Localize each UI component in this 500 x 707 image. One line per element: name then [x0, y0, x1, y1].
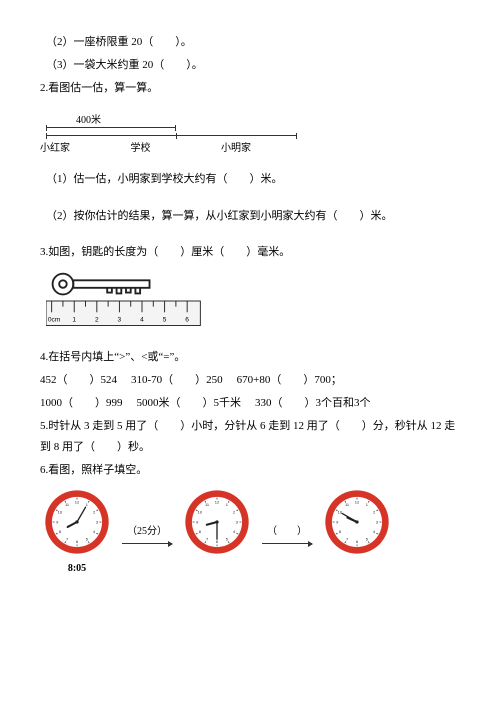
q4-heading: 4.在括号内填上“>”、<或“=”。 — [40, 347, 460, 368]
svg-text:2: 2 — [95, 317, 99, 324]
distance-baseline — [46, 135, 296, 136]
q2-sub1: （1）估一估，小明家到学校大约有（ ）米。 — [40, 169, 460, 190]
svg-text:4: 4 — [140, 317, 144, 324]
svg-text:0cm: 0cm — [48, 317, 61, 324]
svg-text:5: 5 — [163, 317, 167, 324]
q2-item3: （3）一袋大米约重 20（ ）。 — [40, 55, 460, 76]
q4-row2: 1000（ ）999 5000米（ ）5千米 330（ ）3个百和3个 — [40, 393, 460, 414]
q2-item2: （2）一座桥限重 20（ ）。 — [40, 32, 460, 53]
svg-text:7: 7 — [346, 536, 348, 541]
svg-text:11: 11 — [345, 502, 349, 507]
q4-cell: 670+80（ ）700； — [237, 370, 342, 391]
clock1-time: 8:05 — [68, 559, 86, 578]
svg-text:1: 1 — [72, 317, 76, 324]
svg-text:2: 2 — [233, 509, 235, 514]
arrow-2: （ ） — [262, 522, 312, 544]
clock-3: 121234567891011 — [324, 489, 390, 555]
svg-text:1: 1 — [226, 502, 228, 507]
arrow1-label: （25分） — [122, 522, 172, 541]
svg-text:11: 11 — [65, 502, 69, 507]
svg-text:7: 7 — [206, 536, 208, 541]
q4-cell: 452（ ）524 — [40, 370, 117, 391]
q2-heading: 2.看图估一估，算一算。 — [40, 78, 460, 99]
svg-text:7: 7 — [66, 536, 68, 541]
svg-text:3: 3 — [118, 317, 122, 324]
clock3-time — [356, 559, 359, 578]
q2-sub2: （2）按你估计的结果，算一算，从小红家到小明家大约有（ ）米。 — [40, 206, 460, 227]
clock2-time — [216, 559, 219, 578]
q4-row1: 452（ ）524 310-70（ ）250 670+80（ ）700； — [40, 370, 460, 391]
distance-segment-1 — [46, 127, 176, 128]
q4-cell: 310-70（ ）250 — [131, 370, 223, 391]
name-xiaoming: 小明家 — [221, 139, 251, 158]
q3-text: 3.如图，钥匙的长度为（ ）厘米（ ）毫米。 — [40, 242, 460, 263]
name-school: 学校 — [131, 139, 151, 158]
svg-text:1: 1 — [86, 502, 88, 507]
distance-diagram: 400米 小红家 学校 小明家 — [46, 111, 460, 157]
arrow2-label: （ ） — [262, 522, 312, 541]
svg-text:2: 2 — [373, 509, 375, 514]
key-ruler-diagram: 0cm 1 2 3 4 5 6 — [46, 269, 460, 337]
q5-text: 5.时针从 3 走到 5 用了（ ）小时，分针从 6 走到 12 用了（ ）分，… — [40, 416, 460, 458]
clock-1: 121234567891011 — [44, 489, 110, 555]
svg-text:6: 6 — [185, 317, 189, 324]
q4-cell: 5000米（ ）5千米 — [137, 393, 242, 414]
svg-text:12: 12 — [75, 499, 79, 504]
svg-text:12: 12 — [355, 499, 359, 504]
q4-cell: 330（ ）3个百和3个 — [255, 393, 371, 414]
q6-heading: 6.看图，照样子填空。 — [40, 460, 460, 481]
distance-names: 小红家 学校 小明家 — [46, 139, 306, 158]
name-xiaohong: 小红家 — [40, 139, 70, 158]
q4-cell: 1000（ ）999 — [40, 393, 123, 414]
svg-text:11: 11 — [205, 502, 209, 507]
clock-2: 121234567891011 — [184, 489, 250, 555]
svg-text:2: 2 — [93, 509, 95, 514]
svg-text:1: 1 — [366, 502, 368, 507]
svg-text:12: 12 — [215, 499, 219, 504]
arrow-1: （25分） — [122, 522, 172, 544]
clocks-row: 121234567891011 8:05 （25分） 1212345678910… — [44, 489, 460, 578]
